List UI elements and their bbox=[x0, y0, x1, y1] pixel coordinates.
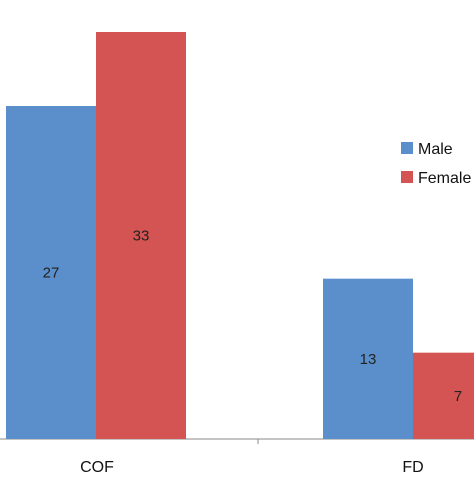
x-tick-label-fd: FD bbox=[402, 459, 423, 474]
bars-layer bbox=[6, 32, 474, 439]
data-label-female-cof: 33 bbox=[133, 228, 150, 245]
data-label-male-cof: 27 bbox=[43, 265, 60, 282]
data-label-female-fd: 7 bbox=[454, 388, 462, 405]
legend-swatch-female bbox=[401, 171, 413, 183]
legend: Male Female bbox=[401, 141, 471, 187]
legend-label-male: Male bbox=[418, 141, 453, 158]
legend-swatch-male bbox=[401, 142, 413, 154]
x-tick-label-cof: COF bbox=[80, 459, 114, 474]
data-labels-layer: 27 33 13 7 bbox=[43, 228, 463, 405]
bar-female-cof bbox=[96, 32, 186, 439]
data-label-male-fd: 13 bbox=[360, 351, 377, 368]
bar-female-fd bbox=[413, 352, 474, 439]
x-tick-labels-layer: COF FD bbox=[80, 459, 424, 476]
bar-male-cof bbox=[6, 106, 96, 439]
bar-male-fd bbox=[323, 278, 413, 439]
legend-label-female: Female bbox=[418, 170, 471, 187]
